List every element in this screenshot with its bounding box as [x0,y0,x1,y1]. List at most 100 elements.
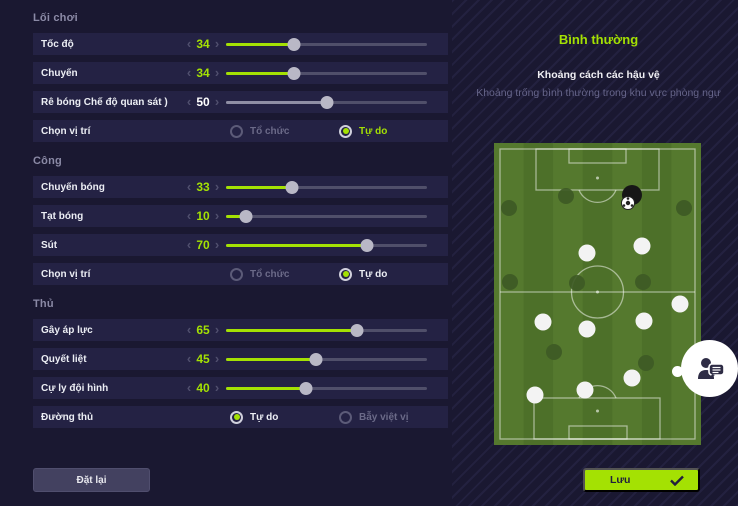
slider-track [226,42,427,46]
slider[interactable] [226,319,427,341]
opponent-dot [569,275,585,291]
shadow-dots [501,188,692,371]
opponent-dot [635,274,651,290]
slider[interactable] [226,62,427,84]
slider-row: Tốc độ ‹ 34 › [33,33,448,55]
slider[interactable] [226,377,427,399]
setting-label: Sút [41,239,58,251]
opponent-dot [501,200,517,216]
radio-icon [339,124,352,138]
stepper-decrease-icon[interactable]: ‹ [186,36,192,51]
radio-option[interactable]: Tổ chức [230,124,339,138]
slider-handle[interactable] [299,381,313,395]
stepper-increase-icon[interactable]: › [214,179,220,194]
radio-row: Chọn vị trí Tổ chức Tự do [33,263,448,285]
setting-label: Chuyến [41,67,78,79]
stepper-decrease-icon[interactable]: ‹ [186,351,192,366]
slider-value: 45 [196,352,210,366]
stepper-decrease-icon[interactable]: ‹ [186,380,192,395]
stepper-increase-icon[interactable]: › [214,380,220,395]
radio-option-label: Tổ chức [250,125,290,137]
player-dot [578,320,596,338]
stepper-decrease-icon[interactable]: ‹ [186,237,192,252]
settings-section: Công Chuyến bóng ‹ 33 › Tạt bóng ‹ 10 › Sút ‹ 70 › Ch… [33,155,448,285]
player-dot [578,244,596,262]
setting-label: Tạt bóng [41,210,84,222]
slider-fill [226,71,295,75]
slider[interactable] [226,176,427,198]
stepper-decrease-icon[interactable]: ‹ [186,94,192,109]
slider-value: 34 [196,66,210,80]
slider-value: 65 [196,323,210,337]
slider[interactable] [226,91,427,113]
radio-option[interactable]: Tự do [339,267,448,281]
slider-handle[interactable] [350,323,364,337]
slider-track [226,71,427,75]
coach-chat-button[interactable] [681,340,738,397]
reset-button[interactable]: Đặt lại [33,468,150,492]
slider-value: 70 [196,238,210,252]
radio-option[interactable]: Tổ chức [230,267,339,281]
chat-bubble-tail [672,366,683,377]
setting-label: Chuyến bóng [41,181,105,193]
slider[interactable] [226,234,427,256]
slider-track [226,214,427,218]
slider[interactable] [226,205,427,227]
opponent-dot [546,344,562,360]
player-dot [633,237,651,255]
slider-row: Chuyến bóng ‹ 33 › [33,176,448,198]
stepper-increase-icon[interactable]: › [214,208,220,223]
stepper-increase-icon[interactable]: › [214,351,220,366]
ball-carrier-group [621,185,642,210]
slider-fill [226,100,327,104]
radio-icon [230,410,243,424]
tactic-description: Khoảng trống bình thường trong khu vực p… [476,87,721,99]
stepper-increase-icon[interactable]: › [214,237,220,252]
radio-option[interactable]: Bẫy việt vị [339,410,448,424]
settings-section: Thủ Gây áp lực ‹ 65 › Quyết liệt ‹ 45 › Cự ly đội… [33,298,448,428]
stepper-increase-icon[interactable]: › [214,322,220,337]
setting-label: Quyết liệt [41,353,87,365]
slider-handle[interactable] [360,238,374,252]
pitch-stripes [494,143,701,445]
pitch-svg [494,143,701,445]
slider-handle[interactable] [285,180,299,194]
stepper-increase-icon[interactable]: › [214,94,220,109]
slider-fill [226,386,307,390]
stepper-decrease-icon[interactable]: ‹ [186,65,192,80]
radio-dot [342,128,349,134]
radio-option-label: Tự do [250,411,279,423]
tactic-title: Bình thường [558,32,639,47]
formation-pitch [494,143,701,445]
slider-value: 50 [196,95,210,109]
player-dot [623,369,641,387]
settings-section: Lối chơi Tốc độ ‹ 34 › Chuyến ‹ 34 › Rê bóng Chế … [33,12,448,142]
radio-option[interactable]: Tự do [230,410,339,424]
stepper-decrease-icon[interactable]: ‹ [186,208,192,223]
slider-handle[interactable] [287,37,301,51]
slider-value: 34 [196,37,210,51]
slider-row: Sút ‹ 70 › [33,234,448,256]
radio-icon [339,267,352,281]
slider-row: Chuyến ‹ 34 › [33,62,448,84]
slider-row: Quyết liệt ‹ 45 › [33,348,448,370]
save-button[interactable]: Lưu [583,468,700,492]
stepper-increase-icon[interactable]: › [214,36,220,51]
player-dots [526,237,689,404]
slider-value: 40 [196,381,210,395]
slider-handle[interactable] [320,95,333,109]
radio-option-label: Tự do [359,125,388,137]
slider-handle[interactable] [287,66,301,80]
slider-handle[interactable] [239,209,253,223]
opponent-dot [502,274,518,290]
stepper-increase-icon[interactable]: › [214,65,220,80]
slider-handle[interactable] [309,352,323,366]
stepper-decrease-icon[interactable]: ‹ [186,322,192,337]
slider[interactable] [226,348,427,370]
player-dot [576,381,594,399]
slider[interactable] [226,33,427,55]
stepper-decrease-icon[interactable]: ‹ [186,179,192,194]
slider-fill [226,185,293,189]
soccer-ball-pattern [630,204,634,207]
radio-option[interactable]: Tự do [339,124,448,138]
